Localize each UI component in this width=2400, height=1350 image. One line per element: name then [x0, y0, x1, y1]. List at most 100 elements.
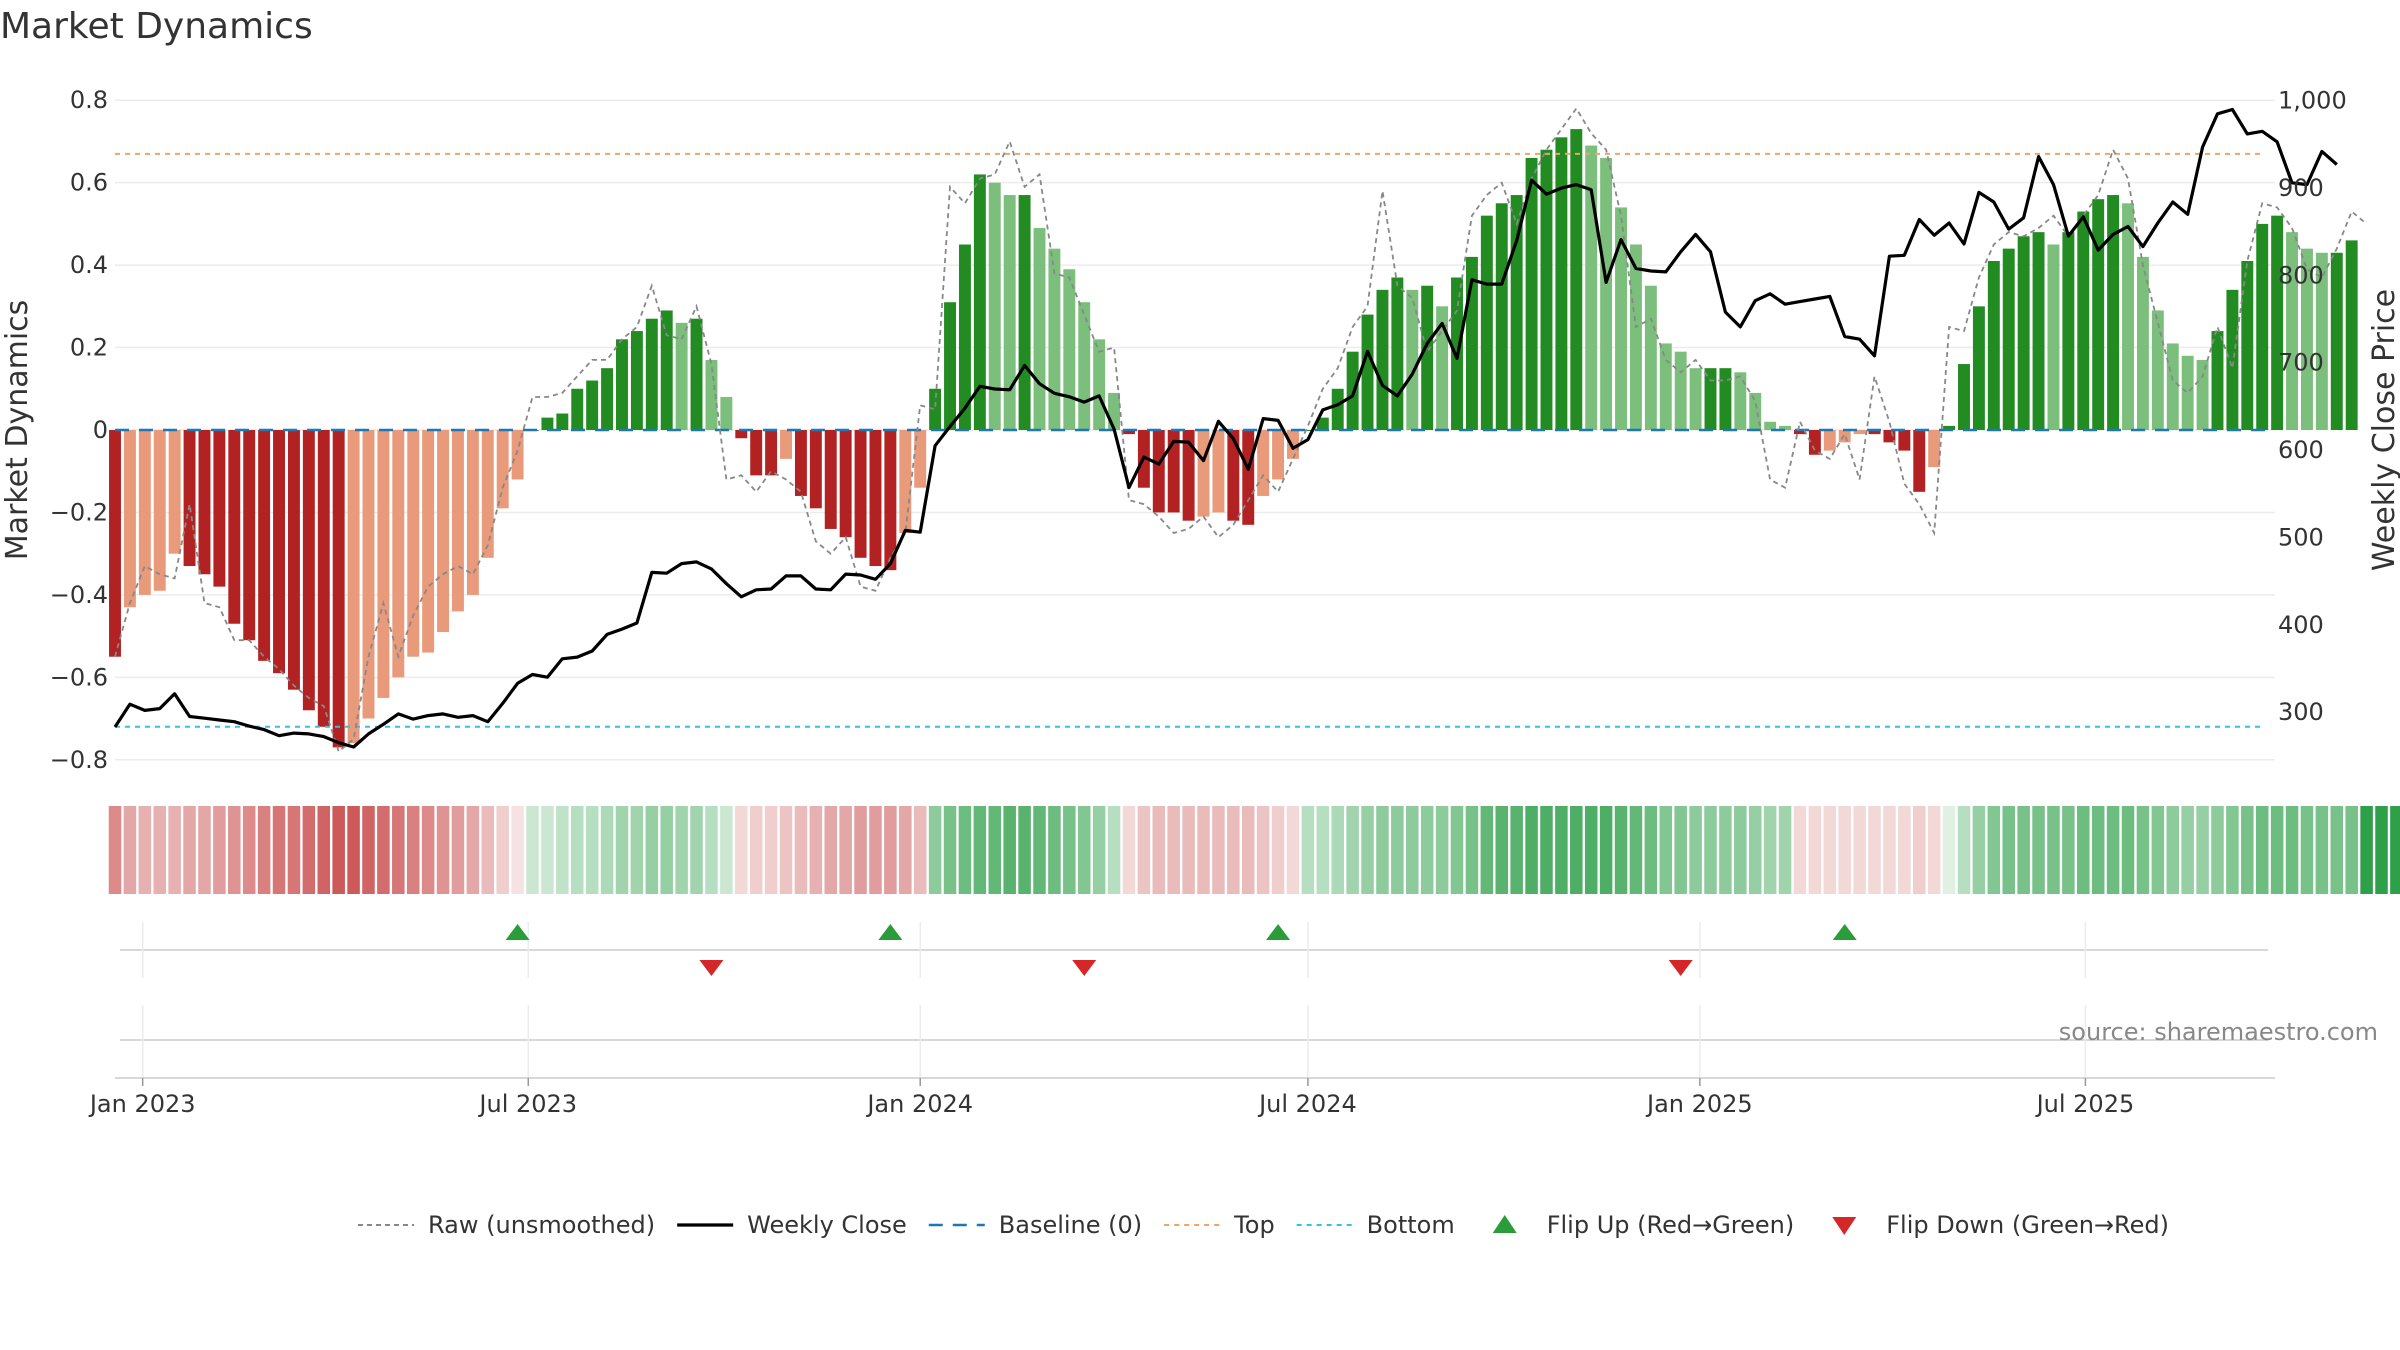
regime-band: [1107, 806, 1121, 894]
flip-up-marker: [1266, 924, 1291, 940]
momentum-bar: [1093, 339, 1106, 430]
y-tick-label: 0.8: [70, 86, 108, 114]
legend-item: Baseline (0): [928, 1211, 1142, 1239]
momentum-bar: [2017, 236, 2030, 430]
momentum-bar: [392, 430, 405, 678]
regime-band: [451, 806, 465, 894]
momentum-bar: [2002, 248, 2015, 430]
regime-band: [1808, 806, 1822, 894]
momentum-bar: [1794, 430, 1806, 435]
momentum-bar: [1928, 430, 1941, 468]
y-tick-label: −0.4: [50, 581, 108, 609]
momentum-bar: [2151, 310, 2164, 430]
momentum-bar: [1480, 215, 1493, 430]
regime-band: [809, 806, 823, 894]
regime-band: [2136, 806, 2150, 894]
momentum-bar: [1644, 285, 1657, 430]
momentum-bar: [1883, 430, 1896, 443]
momentum-bar: [780, 430, 792, 459]
regime-band: [1301, 806, 1315, 894]
regime-band: [1197, 806, 1210, 894]
regime-band: [1570, 806, 1583, 894]
momentum-bar: [988, 182, 1001, 430]
momentum-bar: [2136, 256, 2149, 430]
regime-band: [585, 806, 599, 894]
momentum-bar: [481, 430, 494, 558]
momentum-bar: [1406, 289, 1419, 430]
regime-band: [1271, 806, 1285, 894]
legend-item: Bottom: [1296, 1211, 1455, 1239]
momentum-bar: [466, 430, 479, 595]
regime-band: [108, 806, 122, 894]
regime-band: [1346, 806, 1359, 894]
legend-label: Flip Up (Red→Green): [1547, 1211, 1795, 1239]
regime-band: [1048, 806, 1061, 894]
momentum-bar: [1734, 372, 1747, 430]
regime-band: [2091, 806, 2105, 894]
momentum-bar: [1465, 256, 1478, 430]
regime-band: [1510, 806, 1523, 894]
flip-down-marker: [1072, 960, 1097, 976]
regime-band: [2166, 806, 2180, 894]
momentum-bar: [630, 331, 643, 430]
regime-band: [257, 806, 271, 894]
regime-band: [242, 806, 256, 894]
legend-swatch: [1492, 1215, 1517, 1233]
regime-band: [2226, 806, 2239, 894]
regime-band: [615, 806, 629, 894]
regime-band: [2047, 806, 2060, 894]
momentum-bar: [2241, 261, 2254, 430]
regime-band: [1256, 806, 1270, 894]
regime-band: [153, 806, 166, 894]
regime-band: [1376, 806, 1389, 894]
momentum-bar: [958, 244, 971, 430]
regime-band: [720, 806, 733, 894]
y2-tick-label: 900: [2278, 174, 2324, 202]
momentum-bar: [2047, 244, 2060, 430]
regime-band: [764, 806, 778, 894]
regime-band: [347, 806, 360, 894]
momentum-bar: [929, 388, 942, 430]
regime-band: [511, 806, 524, 894]
momentum-bar: [332, 430, 345, 748]
regime-band: [1868, 806, 1881, 894]
y2-tick-label: 300: [2278, 698, 2324, 726]
momentum-bar: [1003, 195, 1016, 430]
regime-band: [1182, 806, 1195, 894]
regime-band: [1555, 806, 1568, 894]
regime-band: [779, 806, 793, 894]
regime-band: [406, 806, 420, 894]
regime-band: [973, 806, 987, 894]
momentum-bar: [2211, 331, 2224, 430]
momentum-bar: [347, 430, 360, 744]
momentum-bar: [1436, 306, 1449, 430]
momentum-bar: [377, 430, 390, 698]
regime-band: [1629, 806, 1643, 894]
series-lines: [113, 106, 2368, 754]
regime-band: [362, 806, 375, 894]
regime-band: [1122, 806, 1136, 894]
momentum-bar: [1495, 203, 1508, 430]
momentum-bar: [1749, 392, 1762, 430]
momentum-bar: [556, 413, 569, 430]
regime-band: [1361, 806, 1374, 894]
momentum-bar: [1048, 248, 1061, 430]
y-tick-label: −0.2: [50, 498, 108, 526]
momentum-bar: [1257, 430, 1270, 496]
legend-label: Baseline (0): [999, 1211, 1142, 1239]
momentum-bar: [601, 368, 614, 430]
momentum-bar: [616, 339, 628, 430]
source-text: source: sharemaestro.com: [2059, 1018, 2378, 1046]
regime-band: [2017, 806, 2030, 894]
momentum-bar: [675, 322, 688, 430]
momentum-bar: [973, 174, 986, 430]
y-axis-label: Market Dynamics: [0, 300, 35, 561]
regime-band: [570, 806, 584, 894]
regime-band: [1912, 806, 1926, 894]
regime-band: [1495, 806, 1509, 894]
regime-band: [377, 806, 390, 894]
momentum-bar: [138, 430, 151, 595]
momentum-bar: [2300, 248, 2313, 430]
legend-swatch: [1832, 1217, 1857, 1235]
